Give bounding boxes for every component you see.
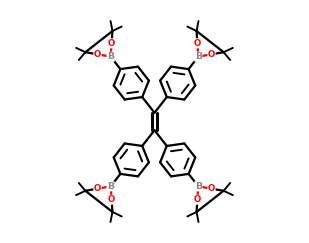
Text: B: B	[107, 182, 114, 191]
Text: B: B	[195, 52, 202, 61]
Text: O: O	[208, 50, 215, 59]
Text: O: O	[208, 184, 215, 193]
Text: O: O	[108, 39, 115, 48]
Text: O: O	[194, 39, 201, 48]
Text: O: O	[94, 184, 101, 193]
Text: B: B	[195, 182, 202, 191]
Text: O: O	[194, 195, 201, 204]
Text: B: B	[107, 52, 114, 61]
Text: O: O	[108, 195, 115, 204]
Text: O: O	[94, 50, 101, 59]
